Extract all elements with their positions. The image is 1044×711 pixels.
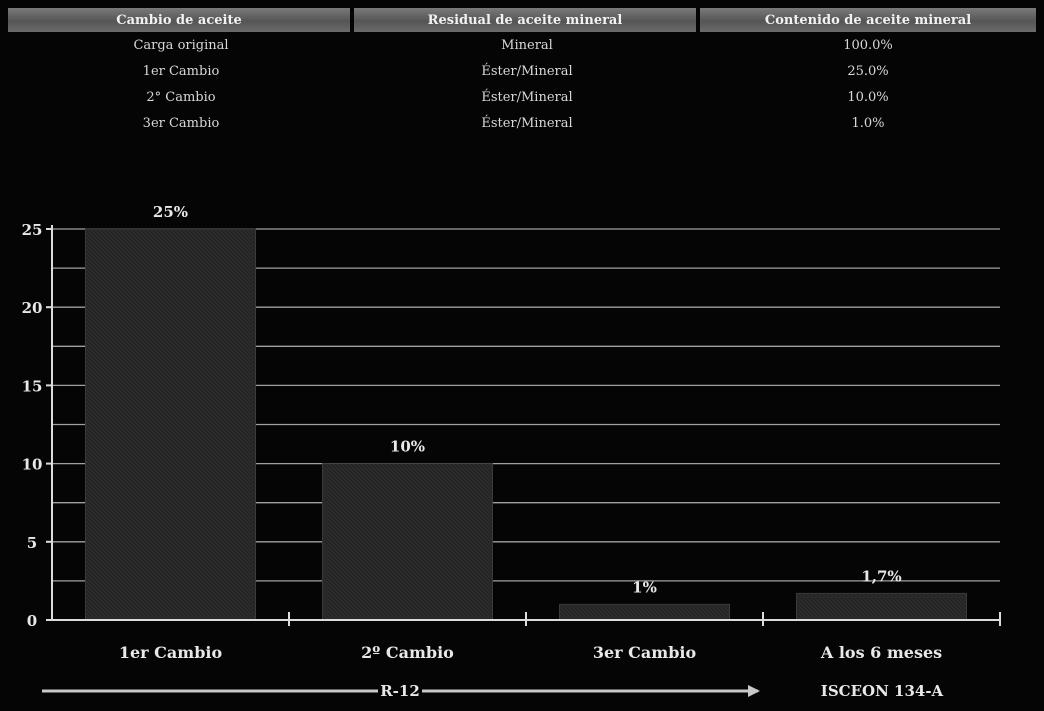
data-label: 1,7% [861,567,901,585]
table-cell: 2° Cambio [146,89,216,105]
data-label: 10% [390,438,425,456]
table-header-row: Cambio de aceite Residual de aceite mine… [8,8,1036,32]
header-cambio-de-aceite: Cambio de aceite [8,8,354,32]
isceon-134a-label: ISCEON 134-A [821,682,944,700]
table-row: Carga original Mineral 100.0% [8,32,1036,58]
table-cell: 3er Cambio [142,115,220,131]
x-tick-label: 1er Cambio [119,643,223,662]
labels: 0 5 10 15 20 25 25% 1er Cambio 10% 2º Cambio 1% 3er… [22,203,943,662]
bar-chart: 0 5 10 15 20 25 25% 1er Cambio 10% 2º Cambio 1% 3er… [22,203,1001,700]
table-cell: 100.0% [843,37,893,53]
table-cell: Mineral [501,37,553,53]
table-row: 3er Cambio Éster/Mineral 1.0% [8,110,1036,136]
y-tick-label: 20 [22,299,43,317]
bars [85,228,967,621]
axes [46,225,1001,626]
table-row: 2° Cambio Éster/Mineral 10.0% [8,84,1036,110]
table-cell: 25.0% [847,63,889,79]
table-cell: Éster/Mineral [481,89,573,105]
table-cell: 1er Cambio [142,63,220,79]
table-row: 1er Cambio Éster/Mineral 25.0% [8,58,1036,84]
r12-arrow-label: R-12 [380,682,420,700]
table-cell: 10.0% [847,89,889,105]
oil-change-table: Cambio de aceite Residual de aceite mine… [8,8,1036,136]
table-cell: Éster/Mineral [481,63,573,79]
bar [796,592,967,621]
bar [322,463,493,621]
y-tick-label: 25 [22,221,43,239]
header-residual-aceite-mineral: Residual de aceite mineral [354,8,700,32]
y-tick-label: 5 [27,534,37,552]
x-tick-label: 2º Cambio [361,643,454,662]
table-cell: Carga original [133,37,229,53]
bar [85,228,256,621]
y-tick-label: 0 [27,612,37,630]
x-tick-label: 3er Cambio [593,643,697,662]
data-label: 25% [153,203,188,221]
table-cell: Éster/Mineral [481,115,573,131]
bar [559,603,730,621]
y-tick-label: 15 [22,377,43,395]
x-tick-label: A los 6 meses [820,643,942,662]
y-tick-label: 10 [22,456,43,474]
table-cell: 1.0% [851,115,885,131]
header-contenido-aceite-mineral: Contenido de aceite mineral [700,8,1036,32]
data-label: 1% [632,578,657,596]
